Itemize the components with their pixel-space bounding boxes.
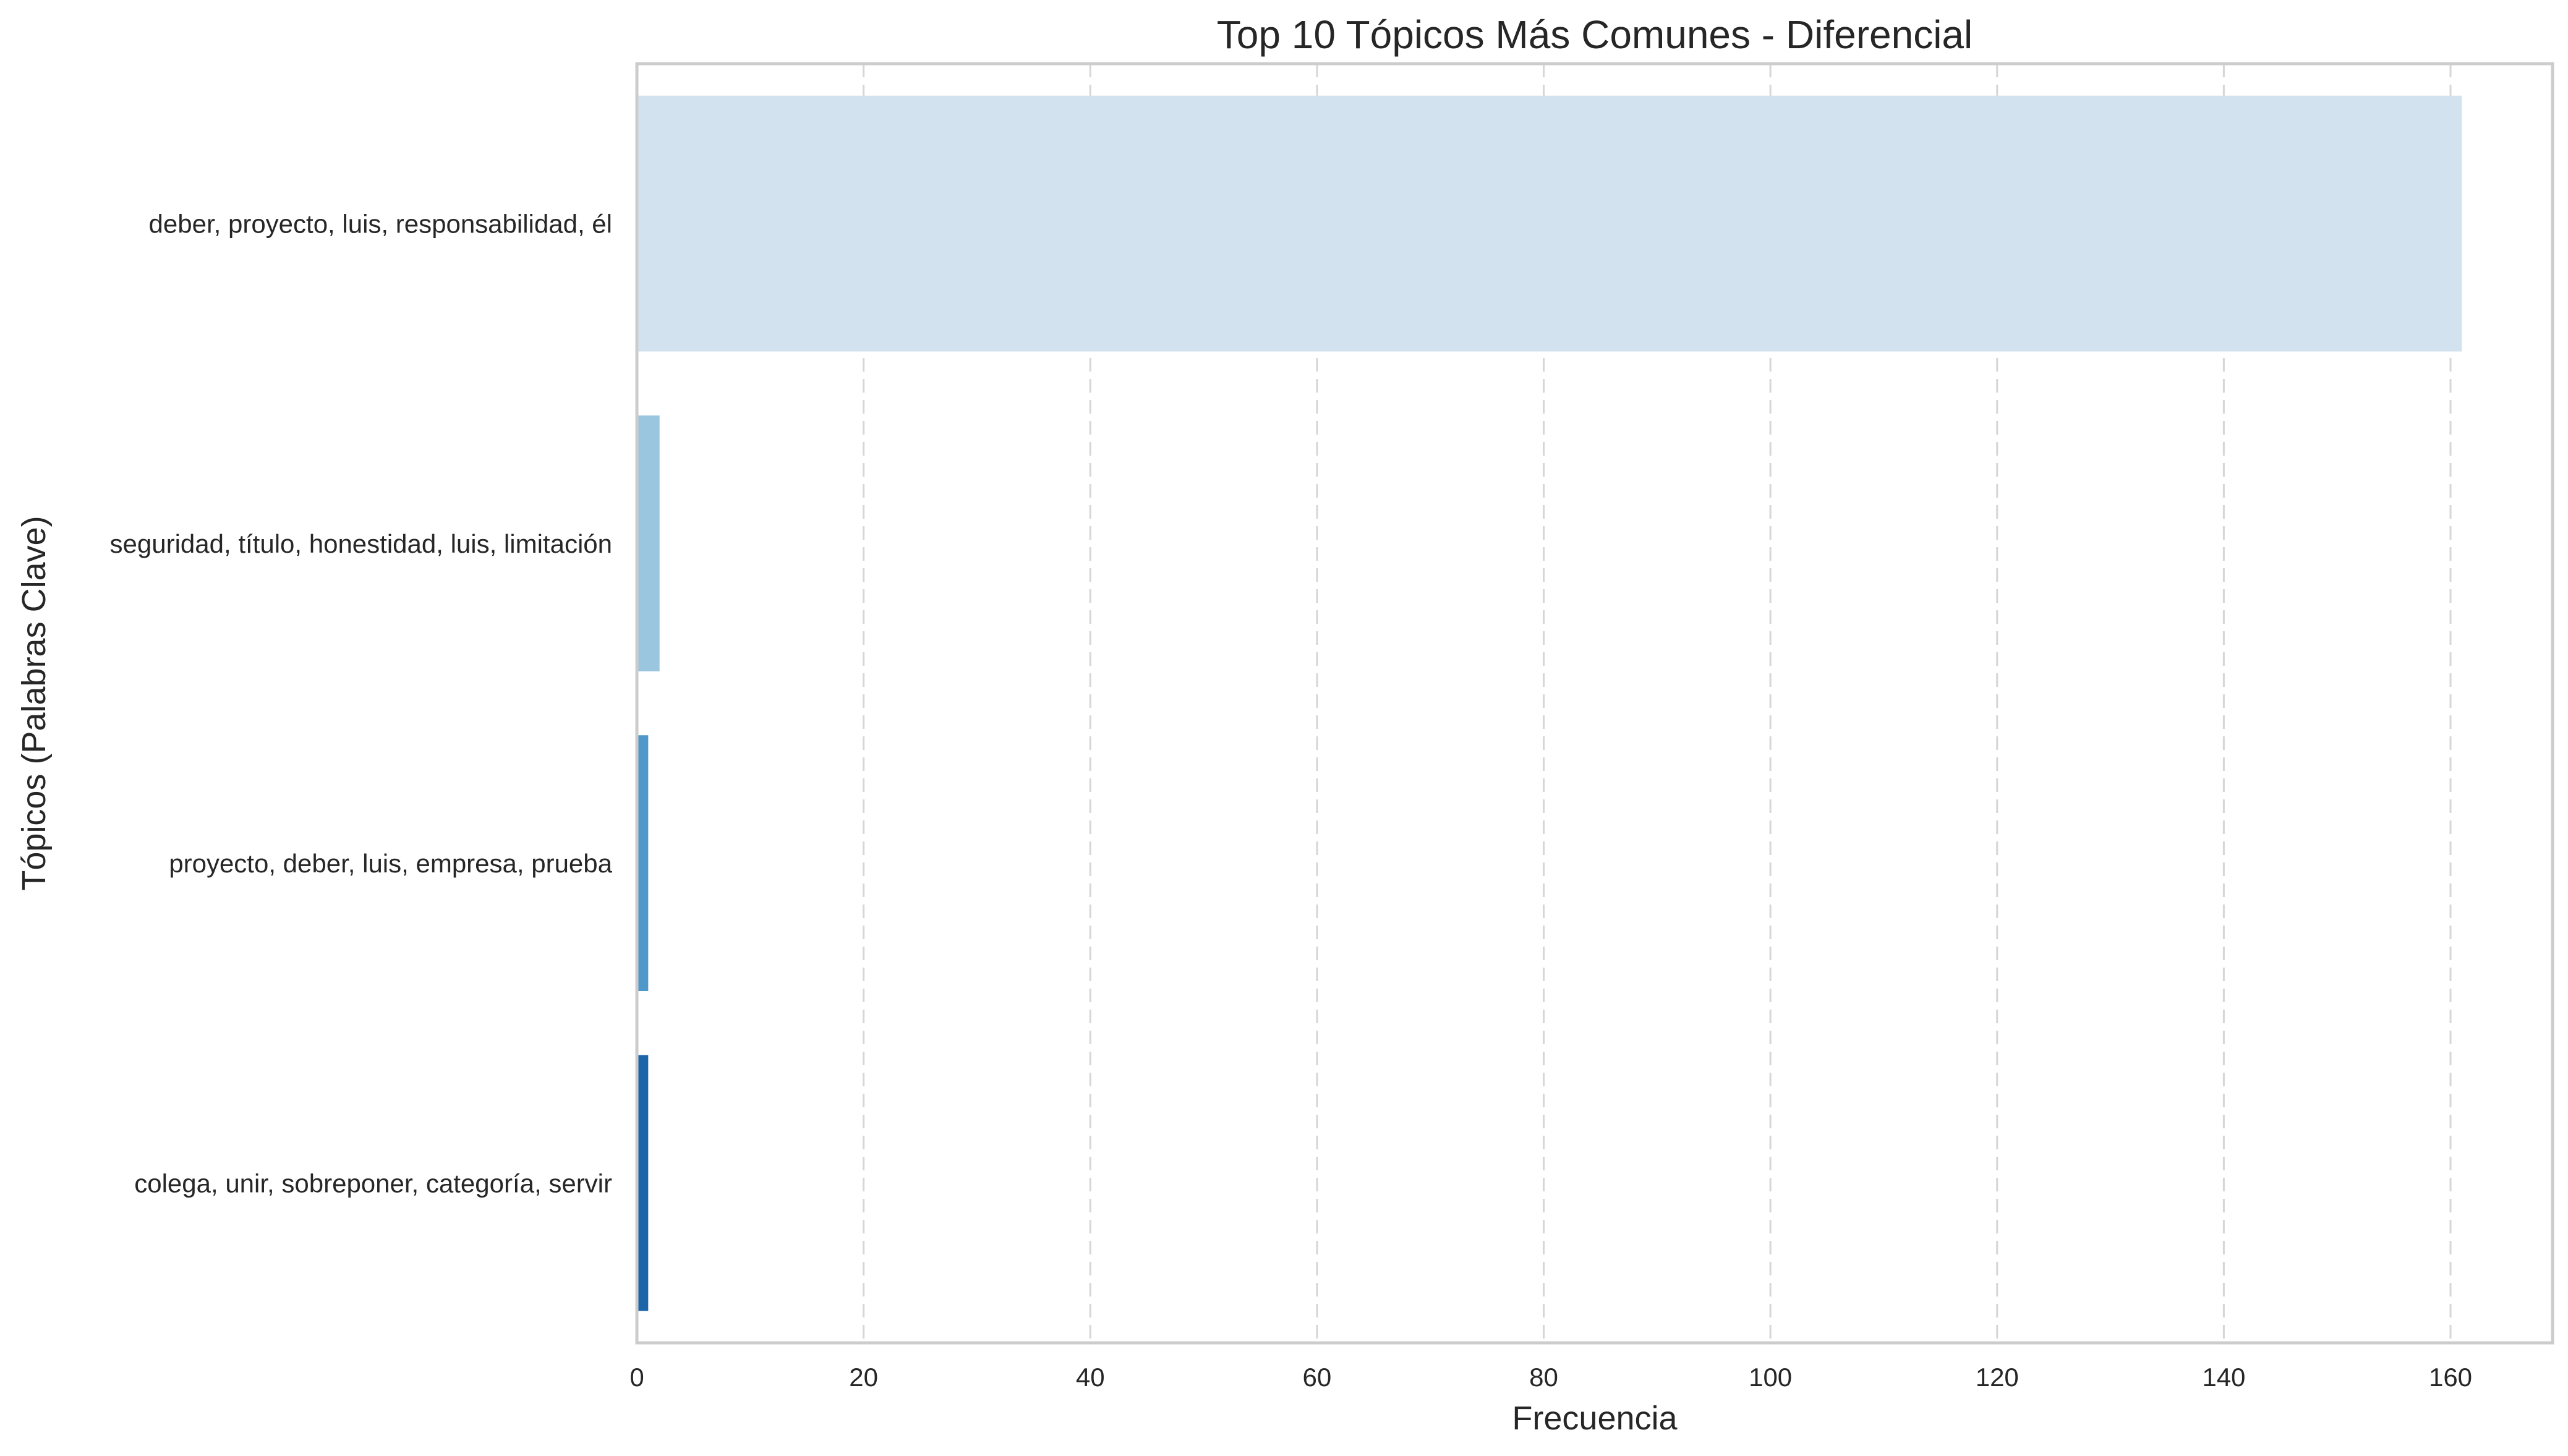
- x-tick-label: 100: [1749, 1363, 1792, 1392]
- x-tick-label: 40: [1076, 1363, 1105, 1392]
- x-tick-labels: 0 20 40 60 80 100 120 140 160: [629, 1363, 2472, 1392]
- bar: [637, 735, 649, 992]
- x-tick-label: 140: [2202, 1363, 2245, 1392]
- x-tick-label: 160: [2429, 1363, 2472, 1392]
- y-tick-label: colega, unir, sobreponer, categoría, ser…: [134, 1169, 612, 1198]
- bar: [637, 415, 660, 671]
- x-axis-label: Frecuencia: [1512, 1400, 1678, 1437]
- x-tick-label: 120: [1976, 1363, 2019, 1392]
- y-tick-label: proyecto, deber, luis, empresa, prueba: [169, 849, 612, 878]
- y-tick-label: deber, proyecto, luis, responsabilidad, …: [149, 210, 612, 239]
- bar: [637, 95, 2462, 352]
- y-tick-labels: deber, proyecto, luis, responsabilidad, …: [110, 210, 613, 1198]
- y-tick-label: seguridad, título, honestidad, luis, lim…: [110, 529, 612, 558]
- y-axis-label: Tópicos (Palabras Clave): [15, 516, 53, 890]
- chart-title: Top 10 Tópicos Más Comunes - Diferencial: [1217, 12, 1973, 57]
- plot-frame: [635, 62, 2554, 1345]
- x-tick-label: 20: [849, 1363, 878, 1392]
- x-tick-label: 60: [1303, 1363, 1332, 1392]
- bar: [637, 1055, 649, 1311]
- bars: [637, 95, 2462, 1311]
- x-tick-label: 0: [629, 1363, 644, 1392]
- x-tick-label: 80: [1529, 1363, 1558, 1392]
